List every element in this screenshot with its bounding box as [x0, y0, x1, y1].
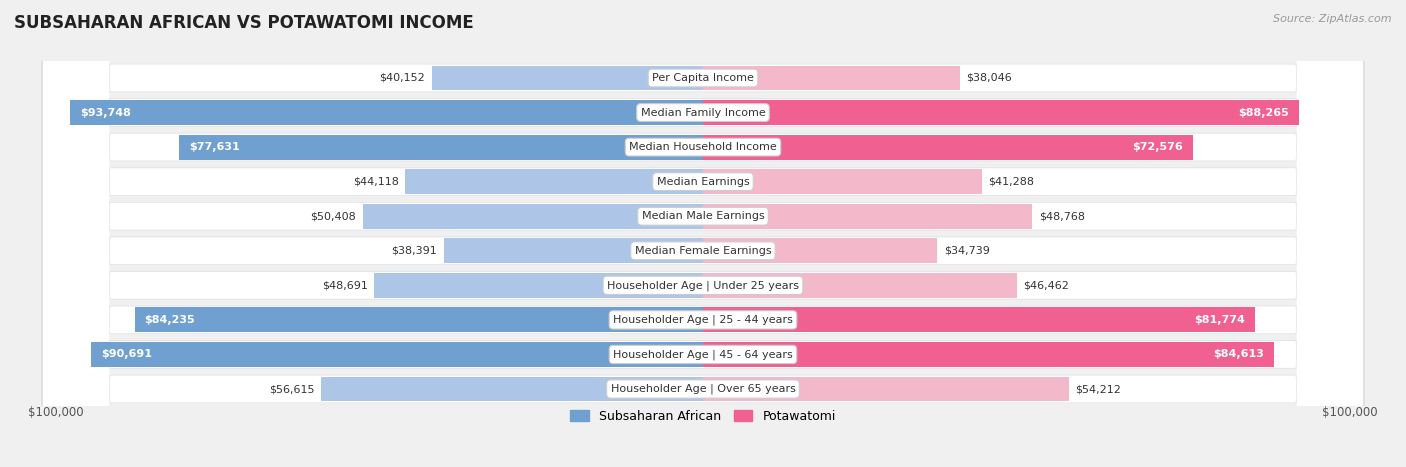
Text: Householder Age | 25 - 44 years: Householder Age | 25 - 44 years	[613, 315, 793, 325]
Text: $88,265: $88,265	[1237, 107, 1288, 118]
Text: Median Earnings: Median Earnings	[657, 177, 749, 187]
Text: Median Family Income: Median Family Income	[641, 107, 765, 118]
Bar	[703, 238, 938, 263]
Text: $93,748: $93,748	[80, 107, 131, 118]
Bar	[703, 204, 1032, 229]
Text: Per Capita Income: Per Capita Income	[652, 73, 754, 83]
FancyBboxPatch shape	[44, 0, 1362, 467]
Text: $48,768: $48,768	[1039, 211, 1085, 221]
Bar	[703, 376, 1069, 402]
FancyBboxPatch shape	[42, 0, 1364, 467]
FancyBboxPatch shape	[44, 0, 1362, 467]
FancyBboxPatch shape	[44, 0, 1362, 467]
Bar	[444, 238, 703, 263]
Text: $44,118: $44,118	[353, 177, 398, 187]
Text: $77,631: $77,631	[190, 142, 240, 152]
Bar	[703, 134, 1192, 160]
Text: $48,691: $48,691	[322, 280, 367, 290]
Text: $90,691: $90,691	[101, 349, 152, 360]
Bar	[703, 342, 1274, 367]
Bar	[432, 65, 703, 91]
FancyBboxPatch shape	[42, 0, 1364, 467]
Text: Median Female Earnings: Median Female Earnings	[634, 246, 772, 256]
Bar	[374, 273, 703, 298]
FancyBboxPatch shape	[44, 0, 1362, 467]
FancyBboxPatch shape	[44, 0, 1362, 467]
Text: $84,613: $84,613	[1213, 349, 1264, 360]
Text: SUBSAHARAN AFRICAN VS POTAWATOMI INCOME: SUBSAHARAN AFRICAN VS POTAWATOMI INCOME	[14, 14, 474, 32]
Text: $40,152: $40,152	[380, 73, 425, 83]
Text: $38,391: $38,391	[391, 246, 437, 256]
Bar	[179, 134, 703, 160]
Text: $56,615: $56,615	[269, 384, 314, 394]
Bar	[703, 169, 981, 194]
FancyBboxPatch shape	[42, 0, 1364, 467]
Text: Source: ZipAtlas.com: Source: ZipAtlas.com	[1274, 14, 1392, 24]
FancyBboxPatch shape	[44, 0, 1362, 467]
Text: $38,046: $38,046	[966, 73, 1012, 83]
Bar	[321, 376, 703, 402]
Bar	[91, 342, 703, 367]
FancyBboxPatch shape	[44, 0, 1362, 467]
FancyBboxPatch shape	[42, 0, 1364, 467]
FancyBboxPatch shape	[42, 0, 1364, 467]
Text: $100,000: $100,000	[1322, 406, 1378, 419]
Text: $34,739: $34,739	[945, 246, 990, 256]
Bar	[703, 100, 1299, 125]
Text: Householder Age | 45 - 64 years: Householder Age | 45 - 64 years	[613, 349, 793, 360]
Bar	[703, 273, 1017, 298]
Bar	[405, 169, 703, 194]
FancyBboxPatch shape	[44, 0, 1362, 467]
Bar	[363, 204, 703, 229]
Text: Householder Age | Under 25 years: Householder Age | Under 25 years	[607, 280, 799, 290]
Bar	[135, 307, 703, 333]
FancyBboxPatch shape	[42, 0, 1364, 467]
Text: $46,462: $46,462	[1024, 280, 1069, 290]
FancyBboxPatch shape	[44, 0, 1362, 467]
FancyBboxPatch shape	[42, 0, 1364, 467]
Legend: Subsaharan African, Potawatomi: Subsaharan African, Potawatomi	[565, 405, 841, 428]
Bar	[703, 65, 960, 91]
Text: $41,288: $41,288	[988, 177, 1035, 187]
Text: Median Male Earnings: Median Male Earnings	[641, 211, 765, 221]
Bar	[70, 100, 703, 125]
Bar	[703, 307, 1256, 333]
Text: Householder Age | Over 65 years: Householder Age | Over 65 years	[610, 384, 796, 394]
Text: $84,235: $84,235	[145, 315, 195, 325]
Text: $100,000: $100,000	[28, 406, 84, 419]
FancyBboxPatch shape	[42, 0, 1364, 467]
Text: $54,212: $54,212	[1076, 384, 1122, 394]
FancyBboxPatch shape	[42, 0, 1364, 467]
Text: $50,408: $50,408	[311, 211, 356, 221]
FancyBboxPatch shape	[44, 0, 1362, 467]
FancyBboxPatch shape	[42, 0, 1364, 467]
Text: Median Household Income: Median Household Income	[628, 142, 778, 152]
Text: $72,576: $72,576	[1132, 142, 1182, 152]
Text: $81,774: $81,774	[1194, 315, 1244, 325]
